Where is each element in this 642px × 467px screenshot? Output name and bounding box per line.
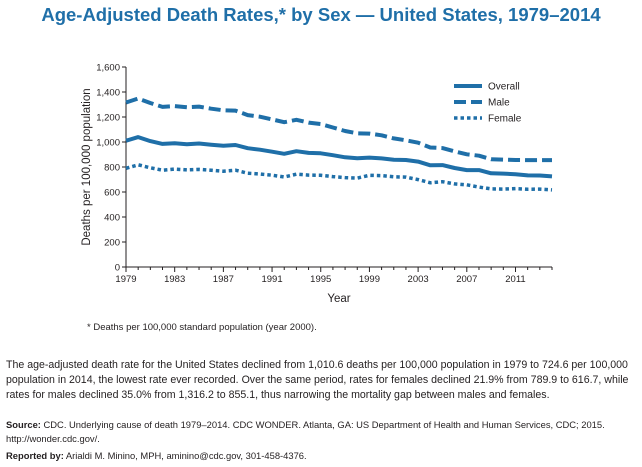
reported-by: Reported by: Arialdi M. Minino, MPH, ami… xyxy=(6,449,638,463)
legend-label-female: Female xyxy=(488,114,522,125)
x-tick-label: 1987 xyxy=(213,274,234,285)
series-line-female xyxy=(125,163,553,192)
x-tick-label: 1983 xyxy=(164,274,185,285)
reported-label: Reported by: xyxy=(6,450,64,461)
series-line-overall xyxy=(125,135,553,179)
source-text: CDC. Underlying cause of death 1979–2014… xyxy=(6,419,605,444)
footnote: * Deaths per 100,000 standard population… xyxy=(87,322,317,333)
series-group xyxy=(125,96,553,192)
y-tick-label: 600 xyxy=(104,187,120,198)
x-tick-label: 2011 xyxy=(505,274,525,285)
x-axis: 1979 1983 1987 1991 1995 1999 2003 2007 2011 xyxy=(115,266,553,285)
y-tick-label: 1,200 xyxy=(96,112,120,123)
legend: Overall Male Female xyxy=(454,82,522,125)
x-tick-label: 1999 xyxy=(359,274,380,285)
legend-label-overall: Overall xyxy=(488,82,520,93)
reported-text: Arialdi M. Minino, MPH, aminino@cdc.gov,… xyxy=(65,450,307,461)
source-note: Source: CDC. Underlying cause of death 1… xyxy=(6,418,638,446)
summary-paragraph: The age-adjusted death rate for the Unit… xyxy=(6,359,629,401)
y-axis: 0 200 400 600 800 1,000 1,200 1,400 1,600 xyxy=(96,62,127,273)
y-tick-label: 1,000 xyxy=(96,137,120,148)
y-tick-label: 1,400 xyxy=(96,87,120,98)
y-tick-label: 200 xyxy=(104,237,120,248)
y-tick-label: 0 xyxy=(115,262,120,273)
x-tick-label: 2003 xyxy=(408,274,429,285)
x-tick-label: 2007 xyxy=(456,274,477,285)
source-label: Source: xyxy=(6,419,41,430)
x-tick-label: 1979 xyxy=(115,274,136,285)
y-axis-title: Deaths per 100,000 population xyxy=(81,88,93,245)
y-tick-label: 400 xyxy=(104,212,120,223)
x-axis-title: Year xyxy=(327,293,350,305)
x-tick-label: 1995 xyxy=(310,274,331,285)
series-line-male xyxy=(125,96,552,163)
y-tick-label: 1,600 xyxy=(96,62,120,73)
legend-label-male: Male xyxy=(488,98,510,109)
page-title: Age-Adjusted Death Rates,* by Sex — Unit… xyxy=(41,4,601,25)
x-tick-label: 1991 xyxy=(261,274,282,285)
y-tick-label: 800 xyxy=(104,162,120,173)
